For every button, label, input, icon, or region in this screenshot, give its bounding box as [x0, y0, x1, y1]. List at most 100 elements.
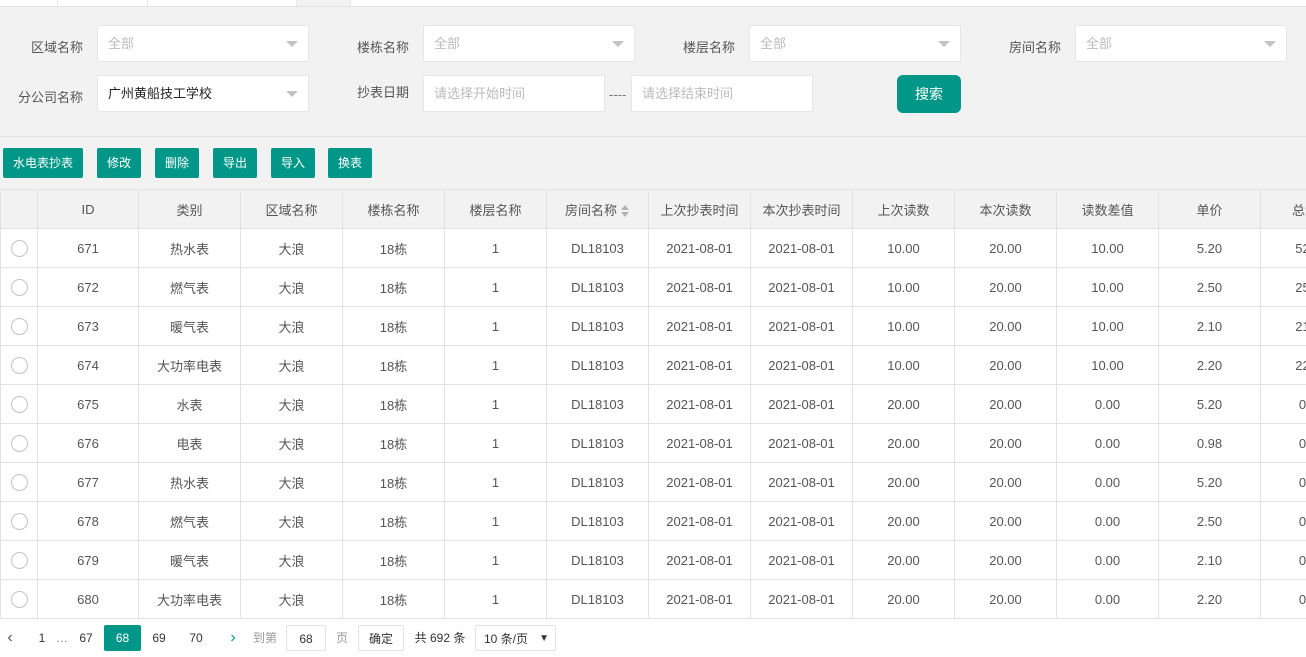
table-row[interactable]: 671 热水表 大浪 18栋 1 DL18103 2021-08-01 2021-08-01 1…	[0, 228, 1306, 268]
page-size-select[interactable]: 10 条/页 ▼	[475, 625, 556, 651]
end-date-input[interactable]: 请选择结束时间	[631, 75, 813, 112]
table-cell: DL18103	[546, 501, 649, 541]
import-button[interactable]: 导入	[271, 148, 315, 178]
row-select-cell[interactable]	[0, 579, 38, 619]
goto-page-input[interactable]: 68	[286, 625, 326, 651]
radio-button[interactable]	[10, 473, 28, 491]
page-69[interactable]: 69	[152, 631, 166, 645]
export-button[interactable]: 导出	[213, 148, 257, 178]
row-select-cell[interactable]	[0, 423, 38, 463]
page-1[interactable]: 1	[38, 631, 46, 645]
column-header[interactable]: 读数差值	[1056, 189, 1159, 229]
row-select-cell[interactable]	[0, 384, 38, 424]
meter-table: ID 类别 区域名称 楼栋名称 楼层名称 房间名称 上次抄表时间 本次抄表时间 上次读数 本次读数…	[0, 189, 1306, 619]
tab[interactable]	[0, 0, 58, 6]
column-header[interactable]: 上次读数	[852, 189, 955, 229]
row-select-cell[interactable]	[0, 462, 38, 502]
tab-active[interactable]	[297, 0, 351, 6]
table-cell: 2021-08-01	[750, 423, 853, 463]
table-row[interactable]: 673 暖气表 大浪 18栋 1 DL18103 2021-08-01 2021-08-01 1…	[0, 306, 1306, 346]
column-header[interactable]: ID	[37, 189, 139, 229]
row-select-cell[interactable]	[0, 228, 38, 268]
table-cell: 20.00	[852, 540, 955, 580]
room-select[interactable]: 全部	[1075, 25, 1287, 62]
column-header[interactable]: 上次抄表时间	[648, 189, 751, 229]
radio-button[interactable]	[10, 590, 28, 608]
table-row[interactable]: 677 热水表 大浪 18栋 1 DL18103 2021-08-01 2021-08-01 2…	[0, 462, 1306, 502]
table-cell: 671	[37, 228, 139, 268]
column-header[interactable]: 本次抄表时间	[750, 189, 853, 229]
area-select[interactable]: 全部	[97, 25, 309, 62]
column-header[interactable]: 区域名称	[240, 189, 343, 229]
table-cell: 0.00	[1260, 462, 1306, 502]
row-select-cell[interactable]	[0, 306, 38, 346]
column-header[interactable]: 单价	[1158, 189, 1261, 229]
table-row[interactable]: 674 大功率电表 大浪 18栋 1 DL18103 2021-08-01 2021-08-0…	[0, 345, 1306, 385]
table-cell: 677	[37, 462, 139, 502]
start-date-input[interactable]: 请选择开始时间	[423, 75, 605, 112]
building-label: 楼栋名称	[356, 40, 409, 55]
floor-select[interactable]: 全部	[749, 25, 961, 62]
branch-select[interactable]: 广州黄船技工学校	[97, 75, 309, 112]
tab[interactable]	[148, 0, 297, 6]
sort-icon[interactable]	[621, 205, 630, 218]
page-68-current[interactable]: 68	[104, 625, 141, 651]
row-select-cell[interactable]	[0, 540, 38, 580]
table-cell: 电表	[138, 423, 241, 463]
table-cell: 10.00	[1056, 345, 1159, 385]
table-cell: 52.00	[1260, 228, 1306, 268]
table-row[interactable]: 675 水表 大浪 18栋 1 DL18103 2021-08-01 2021-08-01 20…	[0, 384, 1306, 424]
column-header[interactable]: 本次读数	[954, 189, 1057, 229]
area-value: 全部	[108, 36, 135, 51]
delete-button[interactable]: 删除	[155, 148, 199, 178]
column-header[interactable]: 楼栋名称	[342, 189, 445, 229]
pagination: ‹ 1 … 67 68 69 70 › 到第 68 页 确定 共 692 条 1…	[0, 618, 1306, 657]
prev-page-icon[interactable]: ‹	[7, 629, 13, 646]
row-select-cell[interactable]	[0, 267, 38, 307]
search-button[interactable]: 搜索	[897, 75, 961, 113]
goto-confirm-button[interactable]: 确定	[358, 625, 404, 651]
radio-button[interactable]	[10, 356, 28, 374]
table-cell: 2.10	[1158, 306, 1261, 346]
column-header[interactable]: 楼层名称	[444, 189, 547, 229]
column-header[interactable]: 类别	[138, 189, 241, 229]
table-cell: 20.00	[852, 384, 955, 424]
radio-button[interactable]	[10, 317, 28, 335]
table-cell: 2021-08-01	[648, 306, 751, 346]
radio-button[interactable]	[10, 551, 28, 569]
table-cell: 1	[444, 462, 547, 502]
table-row[interactable]: 672 燃气表 大浪 18栋 1 DL18103 2021-08-01 2021-08-01 1…	[0, 267, 1306, 307]
radio-button[interactable]	[10, 512, 28, 530]
table-row[interactable]: 678 燃气表 大浪 18栋 1 DL18103 2021-08-01 2021-08-01 2…	[0, 501, 1306, 541]
radio-button[interactable]	[10, 434, 28, 452]
radio-button[interactable]	[10, 278, 28, 296]
table-row[interactable]: 680 大功率电表 大浪 18栋 1 DL18103 2021-08-01 2021-08-0…	[0, 579, 1306, 619]
table-cell: 18栋	[342, 267, 445, 307]
row-select-cell[interactable]	[0, 345, 38, 385]
table-cell: 676	[37, 423, 139, 463]
radio-button[interactable]	[10, 239, 28, 257]
column-header[interactable]: 总金额	[1260, 189, 1306, 229]
table-cell: 20.00	[954, 423, 1057, 463]
table-row[interactable]: 676 电表 大浪 18栋 1 DL18103 2021-08-01 2021-08-01 20…	[0, 423, 1306, 463]
page-size-value: 10 条/页	[484, 632, 529, 646]
page-70[interactable]: 70	[189, 631, 203, 645]
table-row[interactable]: 679 暖气表 大浪 18栋 1 DL18103 2021-08-01 2021-08-01 2…	[0, 540, 1306, 580]
table-cell: 10.00	[852, 345, 955, 385]
table-cell: 1	[444, 423, 547, 463]
table-cell: 679	[37, 540, 139, 580]
building-select[interactable]: 全部	[423, 25, 635, 62]
tab[interactable]	[58, 0, 148, 6]
table-cell: DL18103	[546, 306, 649, 346]
read-meter-button[interactable]: 水电表抄表	[3, 148, 83, 178]
edit-button[interactable]: 修改	[97, 148, 141, 178]
column-header[interactable]: 房间名称	[546, 189, 649, 229]
table-cell: 2021-08-01	[750, 267, 853, 307]
next-page-icon[interactable]: ›	[230, 629, 236, 646]
row-select-cell[interactable]	[0, 501, 38, 541]
goto-label: 到第	[252, 631, 277, 645]
table-cell: DL18103	[546, 228, 649, 268]
replace-meter-button[interactable]: 换表	[328, 148, 372, 178]
radio-button[interactable]	[10, 395, 28, 413]
page-67[interactable]: 67	[79, 631, 93, 645]
